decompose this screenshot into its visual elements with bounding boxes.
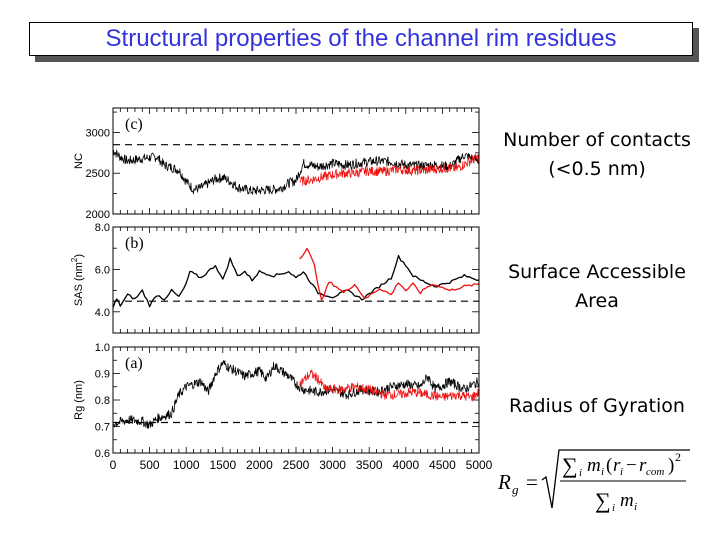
num-r: r bbox=[613, 455, 621, 476]
series-red-line bbox=[299, 247, 479, 301]
slide-title: Structural properties of the channel rim… bbox=[105, 25, 617, 52]
y-tick-label: 2000 bbox=[86, 209, 110, 221]
x-tick-label: 0 bbox=[110, 458, 117, 472]
formula-equals: = bbox=[526, 470, 538, 494]
num-close: ) bbox=[668, 455, 674, 476]
x-tick-label: 5000 bbox=[466, 458, 493, 472]
x-tick-label: 3000 bbox=[319, 458, 346, 472]
x-tick-label: 1000 bbox=[173, 458, 200, 472]
y-tick-label: 2500 bbox=[86, 168, 110, 180]
num-m: m bbox=[587, 455, 601, 476]
x-tick-label: 2500 bbox=[283, 458, 310, 472]
y-tick-label: 0.9 bbox=[95, 369, 110, 381]
num-sum-sub: i bbox=[579, 467, 582, 479]
panel-label: (b) bbox=[125, 235, 144, 252]
plot-frame bbox=[112, 226, 480, 334]
den-m: m bbox=[620, 490, 634, 511]
num-rcom-sub: com bbox=[646, 466, 664, 478]
y-axis-label: SAS (nm2) bbox=[70, 254, 85, 306]
y-tick-label: 4.0 bbox=[95, 307, 110, 319]
series-black-line bbox=[112, 149, 480, 195]
num-rcom: r bbox=[639, 455, 647, 476]
num-sum: ∑ bbox=[562, 453, 578, 478]
rg-label: Radius of Gyration bbox=[484, 392, 710, 421]
sas-label-line2: Area bbox=[575, 290, 619, 312]
formula-lhs: R bbox=[497, 470, 511, 494]
sqrt-sign-icon bbox=[541, 449, 690, 509]
panel-0: 2000 2500 3000 NC (c) bbox=[73, 107, 480, 221]
sas-label-line1: Surface Accessible bbox=[508, 261, 686, 283]
x-tick-label: 1500 bbox=[209, 458, 236, 472]
x-tick-label: 4000 bbox=[392, 458, 419, 472]
x-tick-label: 4500 bbox=[429, 458, 456, 472]
rg-label-line1: Radius of Gyration bbox=[509, 395, 685, 417]
title-box: Structural properties of the channel rim… bbox=[29, 22, 693, 56]
num-minus: − bbox=[626, 455, 637, 476]
y-axis-label-end: ) bbox=[73, 254, 85, 258]
plot-frame bbox=[112, 346, 480, 454]
x-tick-label: 500 bbox=[140, 458, 160, 472]
nc-label-line1: Number of contacts bbox=[503, 129, 691, 151]
series-black-line bbox=[112, 254, 480, 309]
y-axis-label-sup: 2 bbox=[70, 257, 79, 262]
panel-1: 4.0 6.0 8.0 SAS (nm2) (b) bbox=[70, 222, 480, 334]
formula-lhs-sub: g bbox=[512, 482, 519, 497]
y-tick-label: 0.8 bbox=[95, 395, 110, 407]
den-sum-sub: i bbox=[612, 502, 615, 514]
panel-label: (a) bbox=[125, 355, 143, 372]
series-red-line bbox=[299, 153, 480, 186]
y-axis-label: Rg (nm) bbox=[73, 380, 85, 420]
nc-label-line2: (<0.5 nm) bbox=[548, 158, 646, 180]
num-open: ( bbox=[606, 455, 612, 476]
rg-formula: R g = ∑ i m i ( r i − r com ) 2 ∑ i m i bbox=[497, 449, 690, 514]
y-tick-label: 3000 bbox=[86, 127, 110, 139]
y-axis-label: NC bbox=[73, 153, 85, 169]
y-tick-label: 0.7 bbox=[95, 422, 110, 434]
sas-label: Surface Accessible Area bbox=[484, 258, 710, 316]
num-r-sub: i bbox=[620, 466, 623, 478]
x-tick-label: 3500 bbox=[356, 458, 383, 472]
nc-label: Number of contacts (<0.5 nm) bbox=[484, 126, 710, 184]
panel-label: (c) bbox=[125, 116, 143, 133]
series-red-line bbox=[299, 369, 480, 402]
y-tick-label: 0.6 bbox=[95, 448, 110, 460]
y-tick-label: 6.0 bbox=[95, 264, 110, 276]
den-sum: ∑ bbox=[595, 488, 611, 513]
den-m-sub: i bbox=[634, 501, 637, 513]
y-tick-label: 1.0 bbox=[95, 342, 110, 354]
y-tick-label: 8.0 bbox=[95, 222, 110, 234]
series-black-line bbox=[112, 360, 480, 429]
num-m-sub: i bbox=[601, 466, 604, 478]
panel-2: 0.6 0.7 0.8 0.9 1.0 0 500 1000 1500 2000 2500 3000 3… bbox=[73, 342, 493, 472]
plot-frame bbox=[112, 107, 480, 215]
x-tick-label: 2000 bbox=[246, 458, 273, 472]
num-power: 2 bbox=[675, 450, 681, 464]
